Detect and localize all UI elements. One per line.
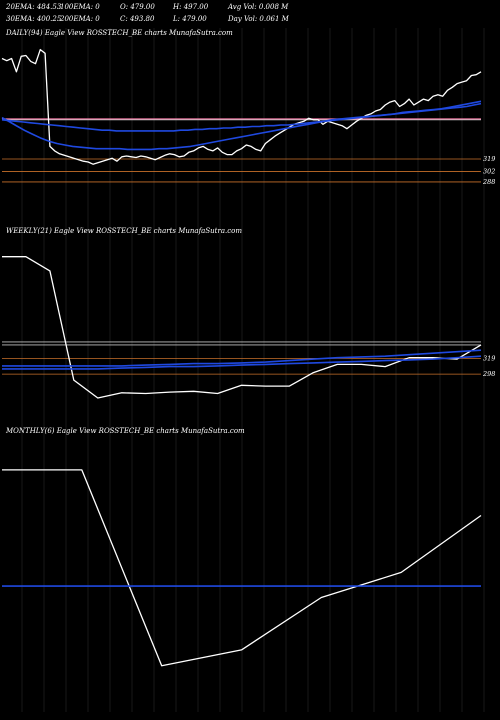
price-line xyxy=(2,256,482,399)
header-low: L: 479.00 xyxy=(172,15,207,23)
weekly-panel-title: WEEKLY(21) Eagle View ROSSTECH_BE charts… xyxy=(6,227,242,235)
monthly-panel xyxy=(2,469,482,667)
header-high: H: 497.00 xyxy=(172,3,209,11)
header-day-vol: Day Vol: 0.061 M xyxy=(227,15,290,23)
tick-label: 302 xyxy=(483,168,495,176)
header-open: O: 479.00 xyxy=(120,3,155,11)
tick-label: 319 xyxy=(483,155,495,163)
ema-line xyxy=(1,102,482,132)
monthly-panel-title: MONTHLY(6) Eagle View ROSSTECH_BE charts… xyxy=(5,427,245,435)
price-line xyxy=(2,469,482,667)
header-close: C: 493.80 xyxy=(120,15,155,23)
daily-panel-title: DAILY(94) Eagle View ROSSTECH_BE charts … xyxy=(5,29,233,37)
tick-label: 319 xyxy=(483,354,495,362)
ema-line xyxy=(2,349,482,367)
daily-panel: 319 302 288 xyxy=(1,48,495,186)
header-200ema: 200EMA: 0 xyxy=(59,15,100,23)
header-avg-vol: Avg Vol: 0.008 M xyxy=(227,3,289,11)
vertical-grid xyxy=(21,28,485,712)
header-100ema: 100EMA: 0 xyxy=(60,3,100,11)
price-line xyxy=(1,48,482,165)
header-30ema: 30EMA: 400.25 xyxy=(6,15,62,23)
weekly-panel: 319 298 xyxy=(2,256,495,399)
header-20ema: 20EMA: 484.53 xyxy=(5,3,62,11)
ema-line xyxy=(2,355,482,370)
tick-label: 298 xyxy=(482,370,495,378)
ema-line xyxy=(1,100,482,151)
tick-label: 288 xyxy=(482,178,495,186)
